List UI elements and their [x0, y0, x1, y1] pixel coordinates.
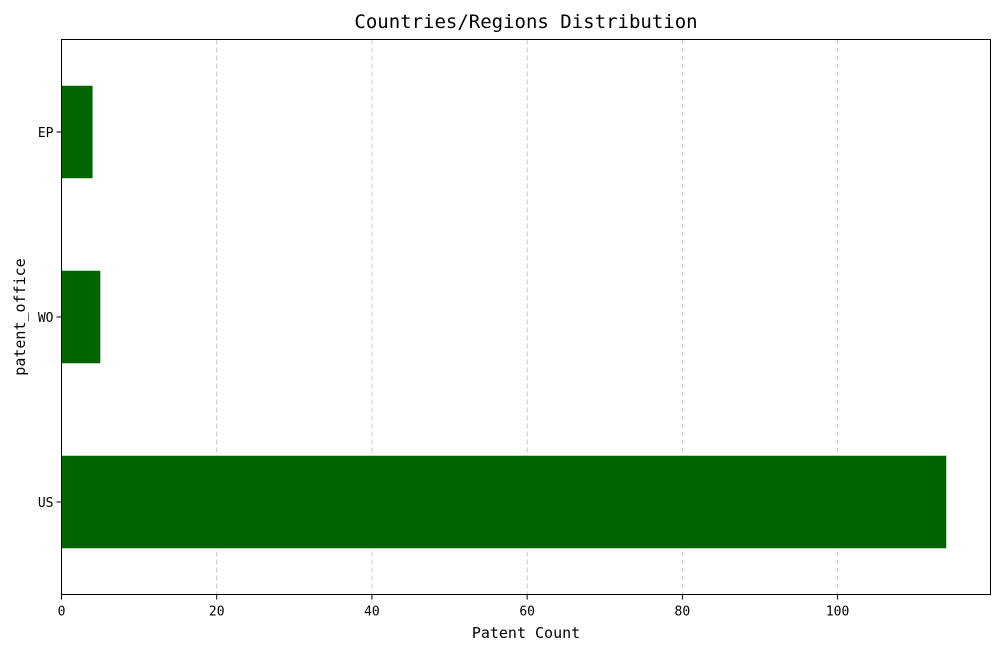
y-tick-label: US: [38, 496, 54, 511]
bar-ep: [62, 86, 93, 179]
x-tick-label: 60: [519, 605, 535, 620]
bar-wo: [62, 271, 101, 364]
bar-us: [62, 456, 947, 549]
x-tick-label: 0: [58, 605, 66, 620]
x-tick-label: 20: [209, 605, 225, 620]
y-axis-ticks: US WO EP: [38, 126, 62, 511]
x-tick-label: 40: [364, 605, 380, 620]
y-axis-label: patent_office: [11, 258, 29, 375]
y-tick-label: WO: [38, 311, 54, 326]
x-axis-label: Patent Count: [472, 624, 580, 642]
x-tick-label: 100: [826, 605, 849, 620]
chart-title: Countries/Regions Distribution: [354, 11, 697, 33]
x-tick-label: 80: [675, 605, 691, 620]
y-tick-label: EP: [38, 126, 54, 141]
bars: [62, 86, 947, 549]
x-axis-ticks: 0 20 40 60 80 100: [58, 595, 850, 620]
